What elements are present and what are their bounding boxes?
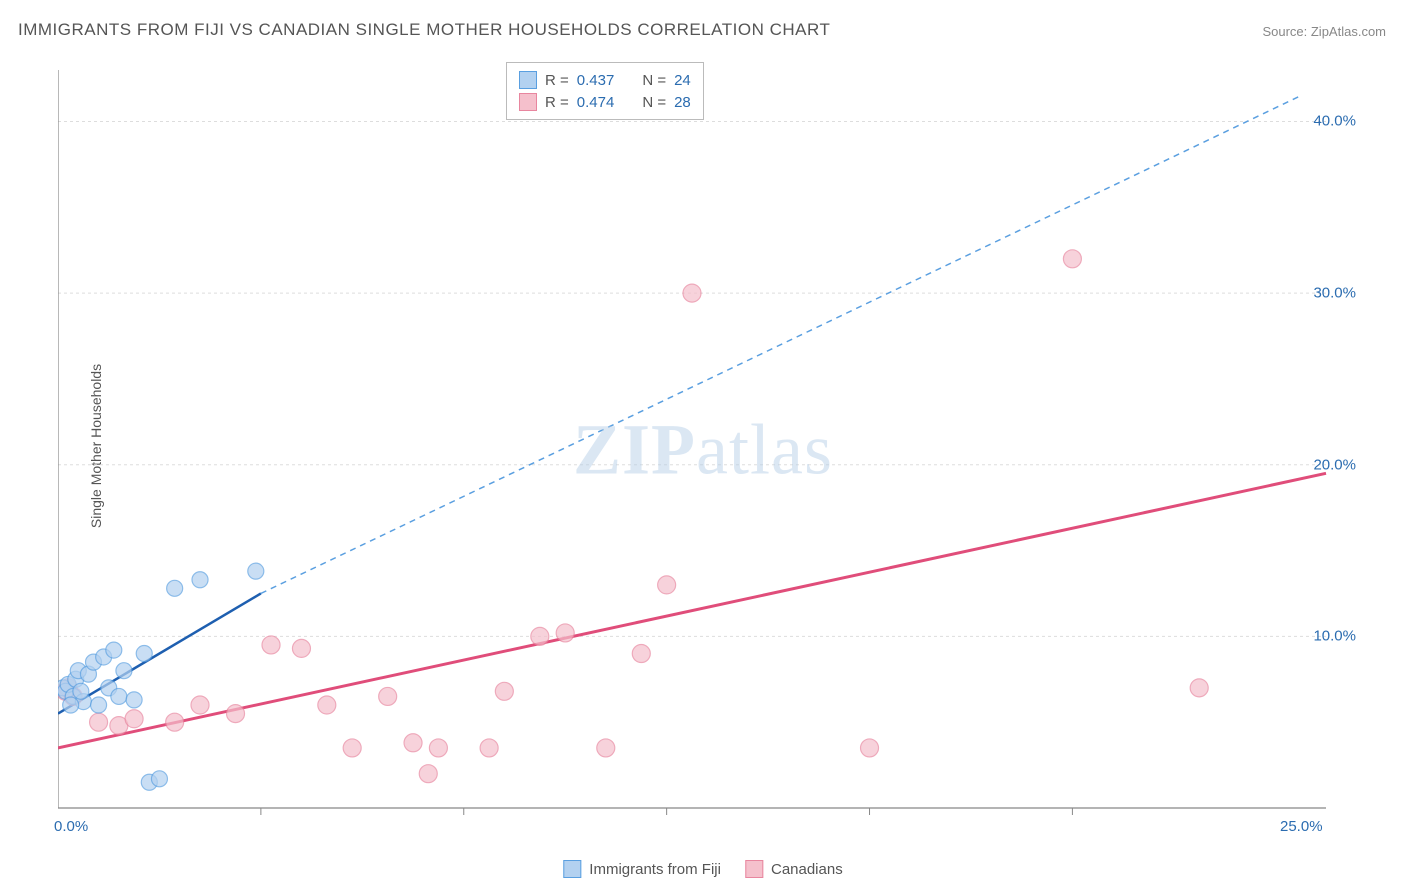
data-point (191, 696, 209, 714)
data-point (167, 580, 183, 596)
x-tick-label: 25.0% (1280, 818, 1323, 844)
data-point (106, 642, 122, 658)
legend-r-label: R = (545, 94, 569, 111)
source-attribution: Source: ZipAtlas.com (1262, 24, 1386, 39)
data-point (151, 771, 167, 787)
data-point (531, 627, 549, 645)
legend-item: Immigrants from Fiji (563, 860, 721, 878)
legend-swatch (563, 860, 581, 878)
legend-swatch (519, 71, 537, 89)
legend-row: R = 0.437 N = 24 (519, 69, 691, 91)
legend-n-value: 28 (674, 94, 691, 111)
chart-plot-area: ZIPatlas R = 0.437 N = 24 R = 0.474 N = … (58, 60, 1348, 840)
data-point (126, 692, 142, 708)
data-point (429, 739, 447, 757)
correlation-legend: R = 0.437 N = 24 R = 0.474 N = 28 (506, 62, 704, 120)
legend-n-label: N = (642, 72, 666, 89)
y-tick-label: 20.0% (1313, 456, 1356, 473)
data-point (90, 713, 108, 731)
legend-r-value: 0.437 (577, 72, 615, 89)
legend-item: Canadians (745, 860, 843, 878)
x-tick-label: 0.0% (54, 818, 88, 844)
legend-n-label: N = (642, 94, 666, 111)
data-point (111, 688, 127, 704)
legend-label: Immigrants from Fiji (589, 861, 721, 878)
data-point (632, 645, 650, 663)
legend-r-label: R = (545, 72, 569, 89)
data-point (379, 687, 397, 705)
data-point (495, 682, 513, 700)
legend-r-value: 0.474 (577, 94, 615, 111)
chart-title: IMMIGRANTS FROM FIJI VS CANADIAN SINGLE … (18, 20, 830, 40)
y-tick-label: 10.0% (1313, 628, 1356, 645)
data-point (1190, 679, 1208, 697)
data-point (419, 765, 437, 783)
y-tick-label: 40.0% (1313, 113, 1356, 130)
data-point (861, 739, 879, 757)
legend-row: R = 0.474 N = 28 (519, 91, 691, 113)
legend-swatch (519, 93, 537, 111)
legend-label: Canadians (771, 861, 843, 878)
data-point (136, 646, 152, 662)
data-point (292, 639, 310, 657)
data-point (683, 284, 701, 302)
data-point (262, 636, 280, 654)
data-point (556, 624, 574, 642)
data-point (227, 705, 245, 723)
trend-line-dashed (261, 96, 1301, 594)
legend-swatch (745, 860, 763, 878)
data-point (73, 683, 89, 699)
data-point (166, 713, 184, 731)
chart-container: IMMIGRANTS FROM FIJI VS CANADIAN SINGLE … (0, 0, 1406, 892)
data-point (1063, 250, 1081, 268)
data-point (658, 576, 676, 594)
data-point (480, 739, 498, 757)
data-point (91, 697, 107, 713)
data-point (318, 696, 336, 714)
data-point (248, 563, 264, 579)
trend-line (58, 473, 1326, 748)
data-point (597, 739, 615, 757)
data-point (192, 572, 208, 588)
data-point (343, 739, 361, 757)
y-tick-label: 30.0% (1313, 285, 1356, 302)
data-point (63, 697, 79, 713)
data-point (125, 710, 143, 728)
scatter-plot-svg (58, 60, 1348, 840)
series-legend: Immigrants from Fiji Canadians (563, 860, 842, 878)
legend-n-value: 24 (674, 72, 691, 89)
data-point (116, 663, 132, 679)
data-point (404, 734, 422, 752)
